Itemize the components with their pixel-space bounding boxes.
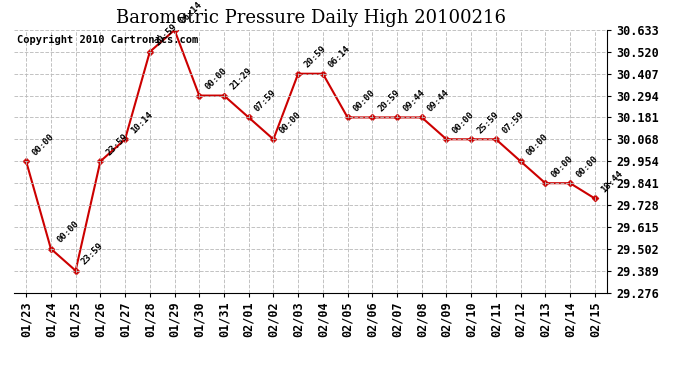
- Text: 09:44: 09:44: [426, 88, 451, 113]
- Text: 25:59: 25:59: [475, 110, 501, 135]
- Title: Barometric Pressure Daily High 20100216: Barometric Pressure Daily High 20100216: [115, 9, 506, 27]
- Text: 20:59: 20:59: [302, 44, 328, 69]
- Text: 07:59: 07:59: [253, 88, 278, 113]
- Text: 00:00: 00:00: [525, 132, 550, 157]
- Text: 00:00: 00:00: [451, 110, 476, 135]
- Text: 09:44: 09:44: [401, 88, 426, 113]
- Text: 00:00: 00:00: [277, 110, 303, 135]
- Text: 20:59: 20:59: [377, 88, 402, 113]
- Text: 00:00: 00:00: [549, 154, 575, 179]
- Text: 18:44: 18:44: [599, 169, 624, 194]
- Text: Copyright 2010 Cartronics.com: Copyright 2010 Cartronics.com: [17, 35, 198, 45]
- Text: 23:59: 23:59: [80, 241, 105, 267]
- Text: 06:14: 06:14: [327, 44, 353, 69]
- Text: 06:14: 06:14: [179, 0, 204, 26]
- Text: 00:00: 00:00: [30, 132, 56, 157]
- Text: 00:00: 00:00: [574, 154, 600, 179]
- Text: 00:00: 00:00: [204, 66, 229, 92]
- Text: 07:59: 07:59: [500, 110, 526, 135]
- Text: 21:29: 21:29: [228, 66, 253, 92]
- Text: 20:59: 20:59: [154, 22, 179, 48]
- Text: 10:14: 10:14: [129, 110, 155, 135]
- Text: 00:00: 00:00: [352, 88, 377, 113]
- Text: 00:00: 00:00: [55, 219, 81, 245]
- Text: 23:59: 23:59: [104, 132, 130, 157]
